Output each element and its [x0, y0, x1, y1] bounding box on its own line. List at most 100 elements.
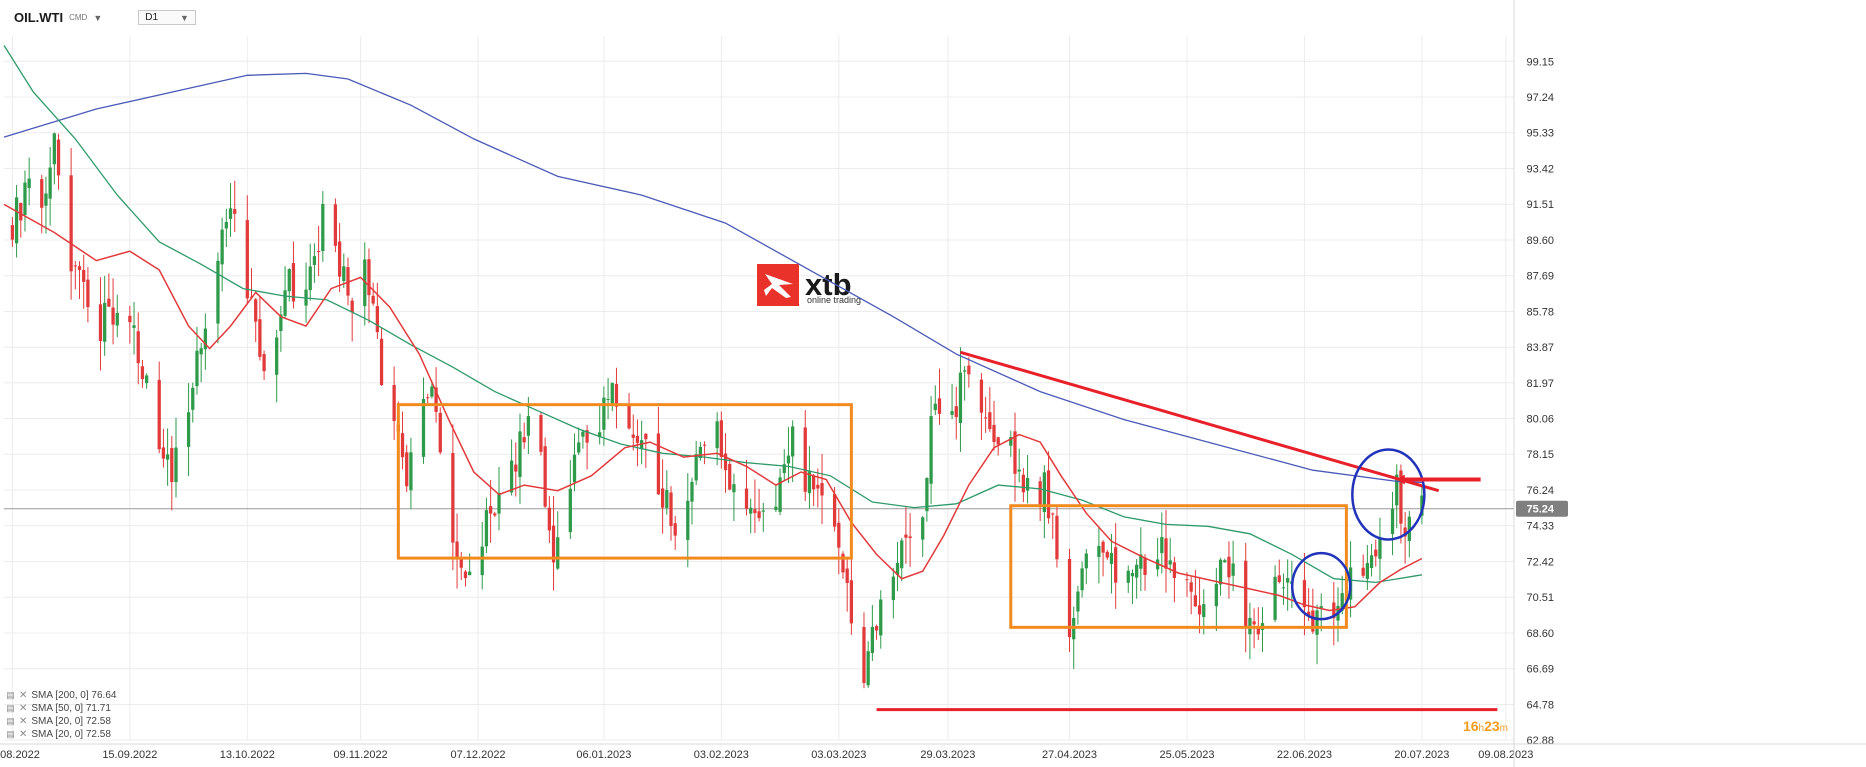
- x-tick-label: 06.01.2023: [576, 749, 631, 761]
- candle: [77, 261, 82, 299]
- y-tick-label: 72.42: [1526, 556, 1554, 568]
- candle: [1197, 577, 1202, 634]
- candle-body: [111, 307, 115, 325]
- candle-body: [132, 325, 136, 328]
- candle: [1168, 537, 1172, 573]
- timeframe-select[interactable]: D1 ▼: [138, 10, 196, 25]
- candle-body: [631, 434, 635, 438]
- candle-body: [136, 331, 140, 364]
- highlight-circle-2: [1351, 448, 1426, 541]
- x-tick-label: 27.04.2023: [1042, 749, 1097, 761]
- candle-body: [1013, 431, 1017, 474]
- candle: [107, 273, 111, 307]
- candle-body: [782, 464, 786, 474]
- settings-icon[interactable]: ▤: [6, 716, 15, 726]
- candle: [258, 296, 262, 361]
- candle-body: [254, 299, 258, 322]
- candle: [908, 513, 912, 567]
- close-icon[interactable]: ✕: [19, 729, 28, 740]
- candle-body: [291, 263, 296, 302]
- candle-body: [614, 383, 619, 407]
- grid-layer: [4, 36, 1514, 741]
- chevron-down-icon[interactable]: ▼: [93, 12, 103, 23]
- candle: [778, 468, 782, 516]
- candle-body: [1105, 551, 1109, 558]
- candle: [484, 497, 489, 554]
- legend-row-sma20[interactable]: ▤ ✕ SMA [20, 0] 72.58: [6, 715, 116, 728]
- candle-body: [367, 259, 371, 296]
- candle: [1361, 554, 1365, 579]
- close-icon[interactable]: ✕: [19, 703, 28, 714]
- candle-body: [660, 488, 665, 508]
- candle-body: [1143, 557, 1147, 575]
- settings-icon[interactable]: ▤: [6, 703, 15, 713]
- candle-body: [451, 452, 455, 543]
- candle-body: [426, 397, 430, 399]
- candle: [1101, 540, 1105, 577]
- settings-icon[interactable]: ▤: [6, 690, 15, 700]
- candle-body: [287, 269, 291, 292]
- candle: [1051, 512, 1055, 540]
- y-tick-label: 93.42: [1526, 163, 1554, 175]
- candle: [983, 396, 988, 433]
- candle-body: [983, 417, 988, 419]
- candle-body: [774, 506, 778, 511]
- candle-body: [539, 415, 543, 452]
- candle-body: [1101, 541, 1105, 553]
- candle: [1231, 540, 1235, 592]
- candle-body: [866, 651, 870, 686]
- candle: [879, 590, 883, 649]
- candle-body: [1390, 508, 1395, 534]
- close-icon[interactable]: ✕: [19, 690, 28, 701]
- candle-body: [19, 202, 23, 221]
- candle: [363, 242, 367, 326]
- arrow-marker-head: [1396, 474, 1405, 485]
- candle-body: [216, 260, 220, 324]
- instrument-header: OIL.WTI CMD ▼ D1 ▼: [14, 10, 196, 25]
- candle-body: [480, 546, 484, 576]
- candle: [556, 511, 560, 570]
- current-price-badge: 75.24: [1516, 500, 1568, 517]
- candle: [1248, 602, 1252, 660]
- candle: [186, 383, 191, 477]
- close-icon[interactable]: ✕: [19, 716, 28, 727]
- range-box-2: [1009, 504, 1348, 629]
- candle: [757, 488, 761, 522]
- candle: [1420, 486, 1424, 525]
- candle: [1403, 511, 1407, 564]
- candle: [921, 516, 925, 558]
- candle: [1072, 606, 1076, 670]
- legend-row-sma50[interactable]: ▤ ✕ SMA [50, 0] 71.71: [6, 702, 116, 715]
- candle-body: [757, 511, 761, 519]
- candle-body: [870, 626, 874, 653]
- candle-body: [392, 385, 396, 421]
- candle: [937, 368, 942, 425]
- settings-icon[interactable]: ▤: [6, 729, 15, 739]
- candle-body: [23, 182, 27, 215]
- sma-20-line: [3, 203, 1423, 612]
- xtb-logo-glyph: [764, 274, 793, 298]
- candle: [988, 387, 992, 432]
- candle-body: [992, 424, 996, 443]
- candle-body: [1055, 515, 1059, 560]
- candle: [421, 377, 426, 464]
- candle: [606, 378, 610, 420]
- candle: [69, 147, 73, 300]
- candle: [308, 243, 312, 301]
- candle: [19, 202, 23, 238]
- candle: [1126, 565, 1130, 593]
- symbol-name[interactable]: OIL.WTI: [14, 10, 64, 25]
- candle: [283, 266, 287, 318]
- candle-body: [1256, 625, 1260, 635]
- legend-row-sma20-b[interactable]: ▤ ✕ SMA [20, 0] 72.58: [6, 728, 116, 741]
- candle: [220, 217, 224, 292]
- candle: [1319, 593, 1323, 632]
- y-tick-label: 85.78: [1526, 306, 1554, 318]
- candle: [1084, 549, 1088, 585]
- candle: [23, 170, 27, 232]
- candle-body: [430, 386, 434, 397]
- candle: [463, 569, 468, 587]
- legend-row-sma200[interactable]: ▤ ✕ SMA [200, 0] 76.64: [6, 689, 116, 702]
